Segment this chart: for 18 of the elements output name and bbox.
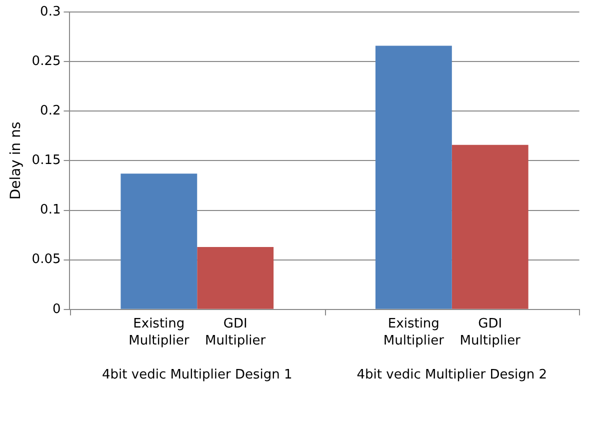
x-tick-label: 4bit vedic Multiplier Design 2 [356, 368, 547, 383]
y-tick-label: 0 [52, 302, 61, 317]
y-tick-label: 0.05 [32, 252, 61, 268]
x-tick-label: 4bit vedic Multiplier Design 1 [102, 368, 292, 383]
y-tick-label: 0.25 [32, 54, 61, 69]
bar [120, 174, 198, 309]
series-label: GDI Multiplier [205, 316, 266, 348]
y-tick-label: 0.1 [40, 202, 61, 218]
bar [452, 144, 528, 309]
series-label: Existing Multiplier [128, 316, 190, 348]
text: GDI Multiplier [460, 316, 520, 348]
bar [375, 46, 452, 309]
text: Existing Multiplier [383, 316, 444, 348]
y-tick-label: 0.2 [40, 104, 61, 119]
bar [197, 246, 274, 309]
y-tick-label: 0.15 [32, 153, 61, 168]
y-tick-label: 0.3 [40, 4, 61, 20]
y-axis-title: Delay in ns [8, 122, 24, 200]
